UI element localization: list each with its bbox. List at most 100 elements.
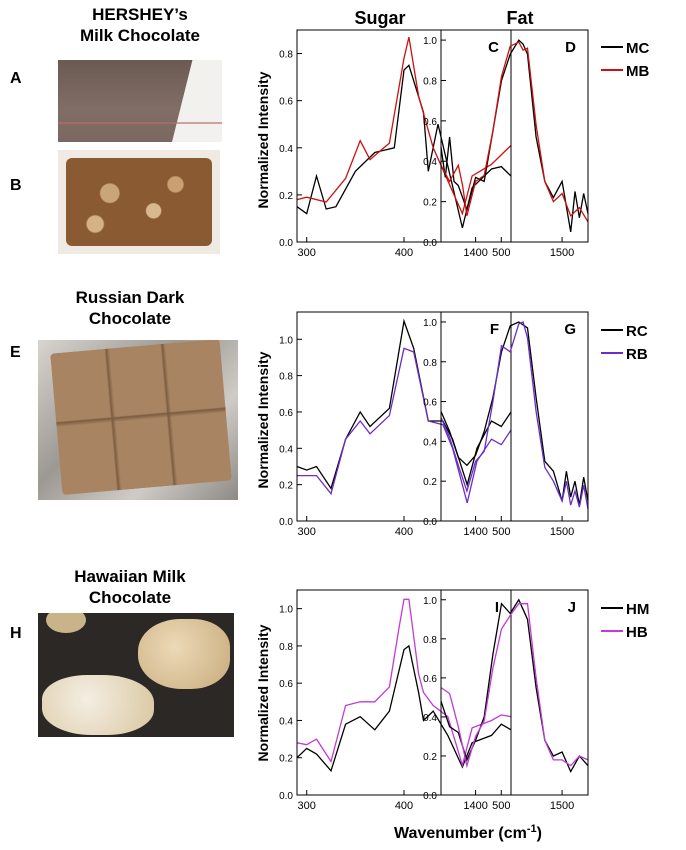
- y-tick-label: 0.2: [279, 754, 293, 765]
- photo-hershey-bloom: [58, 150, 220, 254]
- x-tick-label: 1400: [463, 800, 487, 812]
- x-tick-label: 1500: [550, 526, 574, 538]
- y-tick-label: 0.8: [279, 50, 293, 61]
- panel-letter-f: F: [490, 321, 499, 338]
- photo-label-b: B: [10, 177, 22, 194]
- caption-hershey-line1: HERSHEY’s: [92, 5, 188, 24]
- x-tick-label: 1500: [550, 800, 574, 812]
- series-line-i-hb: [296, 598, 512, 768]
- x-tick-label: 500: [492, 800, 510, 812]
- legend-label-hb: HB: [626, 624, 648, 641]
- photo-hawaiian-chocolate: [38, 613, 234, 737]
- series-line-c-mb: [296, 36, 512, 216]
- legend-label-hm: HM: [626, 601, 649, 618]
- x-tick-label: 400: [395, 247, 413, 259]
- y-tick-label: 1.0: [423, 36, 437, 47]
- x-tick-label: 300: [298, 800, 316, 812]
- y-tick-label: 0.0: [423, 238, 437, 249]
- y-tick-label: 0.6: [423, 398, 437, 409]
- series-line-d-mb: [440, 41, 589, 223]
- legend-label-mc: MC: [626, 40, 649, 57]
- photo-label-h: H: [10, 625, 22, 642]
- y-tick-label: 0.0: [279, 791, 293, 802]
- series-line-j-hb: [440, 603, 589, 769]
- legend-label-rc: RC: [626, 323, 648, 340]
- y-tick-label: 0.0: [423, 517, 437, 528]
- y-axis-label-row-2: Normalized Intensity: [255, 351, 271, 488]
- column-title-sugar: Sugar: [354, 8, 406, 28]
- plot-frame-d: [440, 29, 589, 243]
- y-tick-label: 0.6: [279, 408, 293, 419]
- y-tick-label: 0.8: [423, 76, 437, 87]
- series-line-g-rc: [440, 321, 589, 506]
- panel-letter-d: D: [565, 39, 576, 56]
- photo-label-a: A: [10, 70, 22, 87]
- caption-hawaiian-line2: Chocolate: [88, 588, 172, 607]
- panel-letter-c: C: [488, 39, 499, 56]
- plot-frame-g: [440, 311, 589, 522]
- panel-g: 0.0 0.2 0.4 0.6 0.8 1.0 1400 1500 G: [423, 311, 589, 538]
- y-tick-label: 0.2: [279, 481, 293, 492]
- x-tick-label: 500: [492, 526, 510, 538]
- panel-letter-g: G: [564, 321, 576, 338]
- legend-row-1: MC MB: [601, 40, 649, 80]
- series-line-j-hm: [440, 598, 589, 774]
- y-tick-label: 0.2: [279, 191, 293, 202]
- x-tick-label: 400: [395, 800, 413, 812]
- y-tick-label: 0.4: [279, 144, 293, 155]
- photo-hershey-bar: [58, 60, 222, 142]
- panel-f: 0.0 0.2 0.4 0.6 0.8 1.0 300 400 500 F: [279, 311, 512, 538]
- x-axis-label: Wavenumber (cm-1): [394, 823, 542, 842]
- y-tick-label: 0.2: [423, 198, 437, 209]
- y-tick-label: 0.4: [423, 437, 437, 448]
- x-tick-label: 500: [492, 247, 510, 259]
- x-tick-label: 1500: [550, 247, 574, 259]
- series-line-g-rb: [440, 321, 589, 510]
- legend-label-mb: MB: [626, 63, 649, 80]
- caption-russian: Russian Dark Chocolate: [40, 287, 220, 329]
- x-tick-label: 400: [395, 526, 413, 538]
- x-tick-label: 1400: [463, 526, 487, 538]
- caption-hershey-line2: Milk Chocolate: [80, 26, 200, 45]
- y-tick-label: 0.8: [423, 358, 437, 369]
- y-tick-label: 0.6: [423, 674, 437, 685]
- panel-d: 0.0 0.2 0.4 0.6 0.8 1.0 1400 1500 D: [423, 29, 589, 259]
- y-tick-label: 0.0: [279, 238, 293, 249]
- series-line-d-mc: [440, 39, 589, 233]
- y-tick-label: 0.4: [279, 444, 293, 455]
- y-tick-label: 0.8: [279, 372, 293, 383]
- x-axis-label-close: ): [537, 825, 542, 842]
- panel-i: 0.0 0.2 0.4 0.6 0.8 1.0 300 400 500 I: [279, 589, 512, 812]
- x-tick-label: 300: [298, 247, 316, 259]
- series-line-i-hm: [296, 644, 512, 773]
- series-line-f-rc: [296, 318, 512, 490]
- series-line-f-rb: [297, 347, 512, 503]
- legend-row-3: HM HB: [601, 601, 649, 641]
- x-tick-label: 300: [298, 526, 316, 538]
- y-tick-label: 1.0: [423, 318, 437, 329]
- legend-label-rb: RB: [626, 346, 648, 363]
- x-tick-label: 1400: [463, 247, 487, 259]
- y-tick-label: 1.0: [279, 605, 293, 616]
- y-tick-label: 0.0: [423, 791, 437, 802]
- photo-label-e: E: [10, 344, 21, 361]
- legend-row-2: RC RB: [601, 323, 648, 363]
- x-axis-label-main: Wavenumber (cm: [394, 825, 527, 842]
- caption-hawaiian: Hawaiian Milk Chocolate: [40, 566, 220, 608]
- y-tick-label: 0.8: [279, 642, 293, 653]
- y-axis-label-row-3: Normalized Intensity: [255, 624, 271, 761]
- y-tick-label: 0.0: [279, 517, 293, 528]
- y-tick-label: 0.4: [423, 157, 437, 168]
- plot-frame-f: [296, 311, 512, 522]
- y-tick-label: 0.4: [279, 716, 293, 727]
- photo-russian-chocolate: [38, 340, 238, 500]
- panel-j: 0.0 0.2 0.4 0.6 0.8 1.0 1400 1500 J: [423, 589, 589, 812]
- caption-russian-line2: Chocolate: [88, 309, 172, 328]
- panel-letter-j: J: [568, 599, 576, 616]
- panel-letter-i: I: [495, 599, 499, 616]
- y-tick-label: 1.0: [279, 335, 293, 346]
- x-axis-label-sup: -1: [527, 823, 537, 835]
- panel-c: 0.0 0.2 0.4 0.6 0.8 300 400 500 C: [279, 29, 512, 259]
- y-tick-label: 0.2: [423, 752, 437, 763]
